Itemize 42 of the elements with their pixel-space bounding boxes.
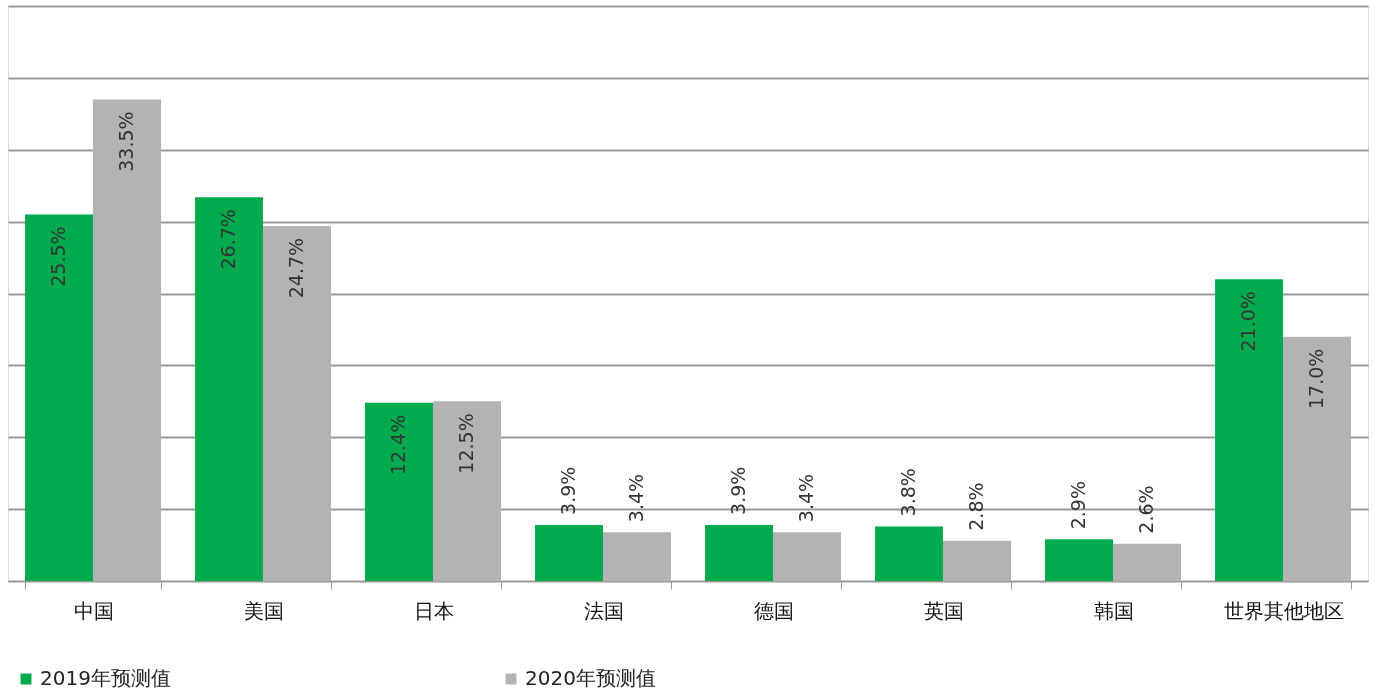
data-label: 12.4% [387, 414, 409, 476]
legend-label: 2019年预测值 [40, 666, 171, 690]
x-tick-label: 日本 [413, 598, 454, 623]
data-label: 33.5% [115, 111, 137, 172]
x-tick-label: 英国 [923, 598, 964, 623]
bar [603, 532, 671, 581]
data-label: 12.5% [455, 413, 477, 474]
data-label: 3.8% [897, 468, 919, 517]
data-label: 2.8% [965, 482, 987, 531]
data-label: 3.4% [625, 473, 647, 523]
x-tick-label: 法国 [583, 598, 624, 623]
bar [25, 214, 93, 581]
bar [535, 524, 603, 581]
data-label: 2.6% [1135, 485, 1157, 534]
data-label: 3.9% [727, 466, 749, 515]
bar [93, 99, 161, 581]
x-tick-label: 德国 [753, 598, 794, 623]
bar [875, 526, 943, 581]
bar [1113, 543, 1181, 581]
bar [773, 532, 841, 581]
x-tick-label: 韩国 [1093, 598, 1134, 623]
data-label: 21.0% [1237, 291, 1259, 352]
bar [365, 402, 433, 581]
bar [1045, 539, 1113, 581]
data-label: 24.7% [285, 237, 307, 299]
bar [433, 401, 501, 581]
bar [195, 197, 263, 581]
bar [705, 524, 773, 581]
bar [1283, 336, 1351, 581]
legend-label: 2020年预测值 [525, 666, 656, 690]
data-label: 3.9% [557, 466, 579, 515]
data-label: 17.0% [1305, 348, 1327, 409]
bar [943, 540, 1011, 581]
bar [263, 225, 331, 581]
data-label: 25.5% [47, 226, 69, 287]
data-label: 3.4% [795, 473, 817, 523]
data-label: 2.9% [1067, 481, 1089, 530]
data-label: 26.7% [217, 209, 239, 270]
x-tick-label: 世界其他地区 [1223, 598, 1344, 623]
bar [1215, 279, 1283, 581]
x-tick-label: 中国 [73, 598, 114, 623]
x-tick-label: 美国 [243, 598, 284, 623]
